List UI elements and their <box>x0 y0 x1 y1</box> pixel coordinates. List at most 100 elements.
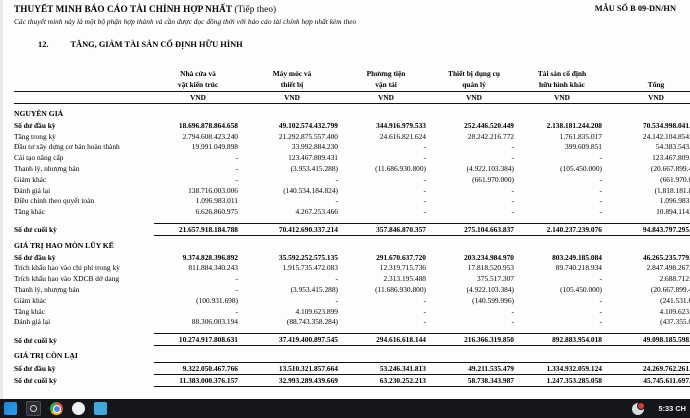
col-header-office-equipment-l2: quản lý <box>462 79 486 89</box>
row-value: - <box>599 196 602 206</box>
header-blank <box>14 69 154 92</box>
row-label: Tăng trong kỳ <box>14 131 56 141</box>
row-value: 2.847.498.267.949 <box>646 263 690 273</box>
row-value: (661.970.000) <box>660 174 690 184</box>
row-value: 4.109.623.899 <box>659 306 690 316</box>
row-value: - <box>423 295 426 305</box>
document-title-main: THUYẾT MINH BÁO CÁO TÀI CHÍNH HỢP NHẤT <box>14 4 232 14</box>
row-value: 28.242.216.772 <box>467 131 514 141</box>
search-icon[interactable] <box>26 401 41 416</box>
circle-app-icon[interactable] <box>72 402 85 415</box>
note-heading: 12. TĂNG, GIẢM TÀI SẢN CỐ ĐỊNH HỮU HÌNH <box>38 40 684 49</box>
table-row: Tăng trong kỳ 2.794.608.423.240 21.292.8… <box>14 131 690 142</box>
row-label: Cải tạo nâng cấp <box>14 153 64 163</box>
row-value: 252.446.520.449 <box>464 120 514 130</box>
row-value: - <box>599 207 602 217</box>
row-value: 1.247.353.285.058 <box>518 373 606 387</box>
row-value: - <box>235 285 238 295</box>
row-value: 344.916.979.533 <box>376 120 426 130</box>
row-value: 49.211.535.479 <box>430 362 518 375</box>
row-value: - <box>423 185 426 195</box>
row-value: 892.883.954.018 <box>518 333 606 347</box>
windows-start-icon[interactable] <box>4 402 17 415</box>
col-header-total-l2: Tổng <box>647 79 665 89</box>
table-row: Thanh lý, nhượng bán - (3.953.415.288) (… <box>14 284 690 295</box>
col-header-office-equipment-l1: Thiết bị dụng cụ <box>448 69 500 78</box>
row-label: Điều chỉnh theo quyết toán <box>14 196 95 206</box>
row-value: (105.450.000) <box>560 164 602 174</box>
row-value: (3.953.415.288) <box>290 164 338 174</box>
total-row-depreciation: Số dư cuối kỳ 10.274.917.808.631 37.419.… <box>14 333 690 347</box>
row-value: 17.818.520.953 <box>467 263 514 273</box>
col-header-machinery-l2: thiết bị <box>280 79 304 89</box>
row-value: - <box>335 274 338 284</box>
row-value: - <box>423 196 426 206</box>
row-value: 2.313.195.488 <box>383 274 427 284</box>
row-value: 24.616.821.624 <box>379 131 426 141</box>
row-label: Đánh giá lại <box>14 317 51 327</box>
col-header-buildings: Nhà cửa và vật kiến trúc <box>154 69 242 92</box>
row-value: 10.274.917.808.631 <box>154 333 242 347</box>
col-header-vehicles-l1: Phương tiện <box>366 69 406 78</box>
row-value: (3.953.415.288) <box>290 285 338 295</box>
net-row-closing: Số dư cuối kỳ 11.383.000.376.157 32.993.… <box>14 373 690 387</box>
row-value: - <box>511 196 514 206</box>
table-unit-row: VND VND VND VND VND VND <box>14 91 690 104</box>
taskbar-icons[interactable] <box>0 401 107 416</box>
table-row: Tăng khác - 4.109.623.899 - - - 4.109.62… <box>14 306 690 317</box>
col-header-other-assets-l2: hữu hình khác <box>539 79 585 89</box>
row-value: - <box>511 207 514 217</box>
windows-taskbar[interactable]: 5:33 CH <box>0 399 690 418</box>
unit-vehicles: VND <box>342 91 430 104</box>
row-value: 1.096.983.011 <box>659 196 690 206</box>
row-label: Trích khấu hao vào XDCB dở dang <box>14 274 120 284</box>
row-value: 2.794.608.423.240 <box>182 131 238 141</box>
row-value: 2.138.181.244.208 <box>546 120 602 130</box>
unit-blank <box>14 91 154 104</box>
row-value: 32.993.289.439.669 <box>242 373 342 387</box>
taskbar-tray[interactable]: 5:33 CH <box>632 401 690 415</box>
row-value: 375.517.307 <box>477 274 514 284</box>
form-code: MẪU SỐ B 09-DN/HN <box>594 4 676 13</box>
row-value: 803.249.185.084 <box>552 252 602 262</box>
table-row: Giảm khác (100.931.698) - - (140.599.996… <box>14 295 690 306</box>
row-value: - <box>423 153 426 163</box>
note-title: TĂNG, GIẢM TÀI SẢN CỐ ĐỊNH HỮU HÌNH <box>70 40 243 49</box>
row-value: 1.761.835.017 <box>559 131 603 141</box>
net-row-opening: Số dư đầu kỳ 9.322.050.467.766 13.510.32… <box>14 362 690 375</box>
unit-buildings: VND <box>154 91 242 104</box>
row-value: 1.334.932.059.124 <box>518 362 606 375</box>
row-value: - <box>235 153 238 163</box>
table-row: Đánh giá lại 88.306.003.194 (88.743.358.… <box>14 317 690 328</box>
row-value: 203.234.984.970 <box>464 252 514 262</box>
document-header: THUYẾT MINH BÁO CÁO TÀI CHÍNH HỢP NHẤT (… <box>14 4 684 14</box>
row-label: Giảm khác <box>14 174 47 184</box>
row-value: 49.102.574.432.799 <box>278 120 338 130</box>
row-value: - <box>423 207 426 217</box>
table-row: Số dư đầu kỳ 18.696.878.864.658 49.102.5… <box>14 120 690 131</box>
row-value: 24.269.762.261.846 <box>606 362 690 375</box>
row-value: 123.467.809.431 <box>288 153 338 163</box>
notification-badge-icon[interactable] <box>632 401 646 415</box>
table-row: Cải tạo nâng cấp - 123.467.809.431 - - -… <box>14 152 690 163</box>
row-value: - <box>335 174 338 184</box>
row-value: - <box>511 153 514 163</box>
table-row: Số dư đầu kỳ 9.374.828.396.892 35.592.25… <box>14 252 690 263</box>
row-label: Giảm khác <box>14 295 47 305</box>
section-title-cost: NGUYÊN GIÁ <box>14 109 64 118</box>
page-left-edge <box>0 0 3 399</box>
chrome-icon[interactable] <box>50 402 63 415</box>
document-subtitle: Các thuyết minh này là một bộ phận hợp t… <box>14 17 357 26</box>
row-value: 58.738.343.987 <box>430 373 518 387</box>
note-number: 12. <box>38 40 49 49</box>
row-value: (140.599.996) <box>472 295 514 305</box>
unit-machinery: VND <box>242 91 342 104</box>
col-header-machinery: Máy móc và thiết bị <box>242 69 342 92</box>
media-app-icon[interactable] <box>94 402 107 415</box>
table-row: Trích khấu hao vào chi phí trong kỳ 811.… <box>14 263 690 274</box>
table-row: Tăng khác 6.626.860.975 4.267.253.466 - … <box>14 206 690 217</box>
row-label: Đầu tư xây dựng cơ bản hoàn thành <box>14 142 120 152</box>
row-value: 138.716.003.006 <box>188 185 238 195</box>
taskbar-clock[interactable]: 5:33 CH <box>658 404 686 413</box>
